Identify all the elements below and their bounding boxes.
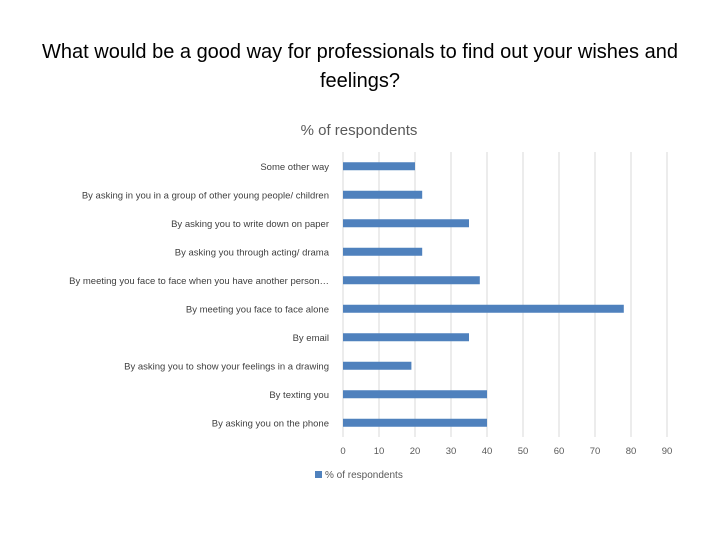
slide-title: What would be a good way for professiona… (42, 41, 678, 92)
x-tick-label: 30 (446, 446, 457, 457)
x-tick-label: 80 (626, 446, 637, 457)
category-labels: Some other way By asking in you in a grou… (69, 162, 330, 430)
bar (343, 162, 415, 171)
x-tick-labels: 0 10 20 30 40 50 60 70 80 90 (340, 446, 672, 457)
category-label: By asking you on the phone (212, 418, 329, 429)
gridlines (342, 152, 668, 437)
x-tick-label: 70 (590, 446, 601, 457)
bar (343, 304, 624, 313)
category-label: By email (293, 333, 329, 344)
category-label: By asking in you in a group of other you… (82, 190, 329, 201)
category-label: By meeting you face to face alone (186, 304, 329, 315)
category-label: Some other way (260, 162, 329, 173)
x-tick-label: 0 (340, 446, 345, 457)
category-label: By asking you through acting/ drama (175, 247, 330, 258)
x-tick-label: 20 (410, 446, 421, 457)
legend-label: % of respondents (325, 470, 403, 481)
bar (343, 361, 412, 370)
bar (343, 247, 423, 256)
bar (343, 276, 480, 285)
bars (343, 162, 624, 427)
bar (343, 219, 469, 228)
x-tick-label: 50 (518, 446, 529, 457)
x-tick-label: 60 (554, 446, 565, 457)
category-label: By meeting you face to face when you hav… (69, 276, 329, 287)
bar (343, 190, 423, 199)
x-tick-label: 40 (482, 446, 493, 457)
legend: % of respondents (315, 470, 403, 481)
legend-swatch (315, 471, 322, 478)
category-label: By asking you to write down on paper (171, 219, 329, 230)
x-tick-label: 10 (374, 446, 385, 457)
bar (343, 333, 469, 342)
x-tick-label: 90 (662, 446, 673, 457)
bar (343, 390, 487, 399)
bar (343, 418, 487, 427)
chart-title: % of respondents (301, 122, 418, 139)
category-label: By texting you (269, 390, 329, 401)
category-label: By asking you to show your feelings in a… (124, 361, 329, 372)
